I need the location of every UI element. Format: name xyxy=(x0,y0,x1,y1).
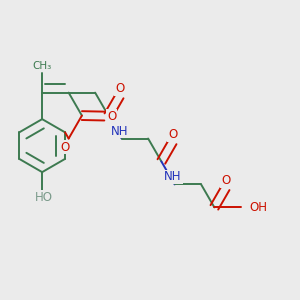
Text: O: O xyxy=(61,140,70,154)
Text: O: O xyxy=(115,82,124,95)
Text: OH: OH xyxy=(249,201,267,214)
Text: O: O xyxy=(168,128,177,141)
Text: O: O xyxy=(107,110,116,123)
Text: HO: HO xyxy=(35,191,53,204)
Text: O: O xyxy=(221,174,230,187)
Text: CH₃: CH₃ xyxy=(32,61,52,71)
Text: NH: NH xyxy=(164,170,182,183)
Text: NH: NH xyxy=(111,124,129,138)
